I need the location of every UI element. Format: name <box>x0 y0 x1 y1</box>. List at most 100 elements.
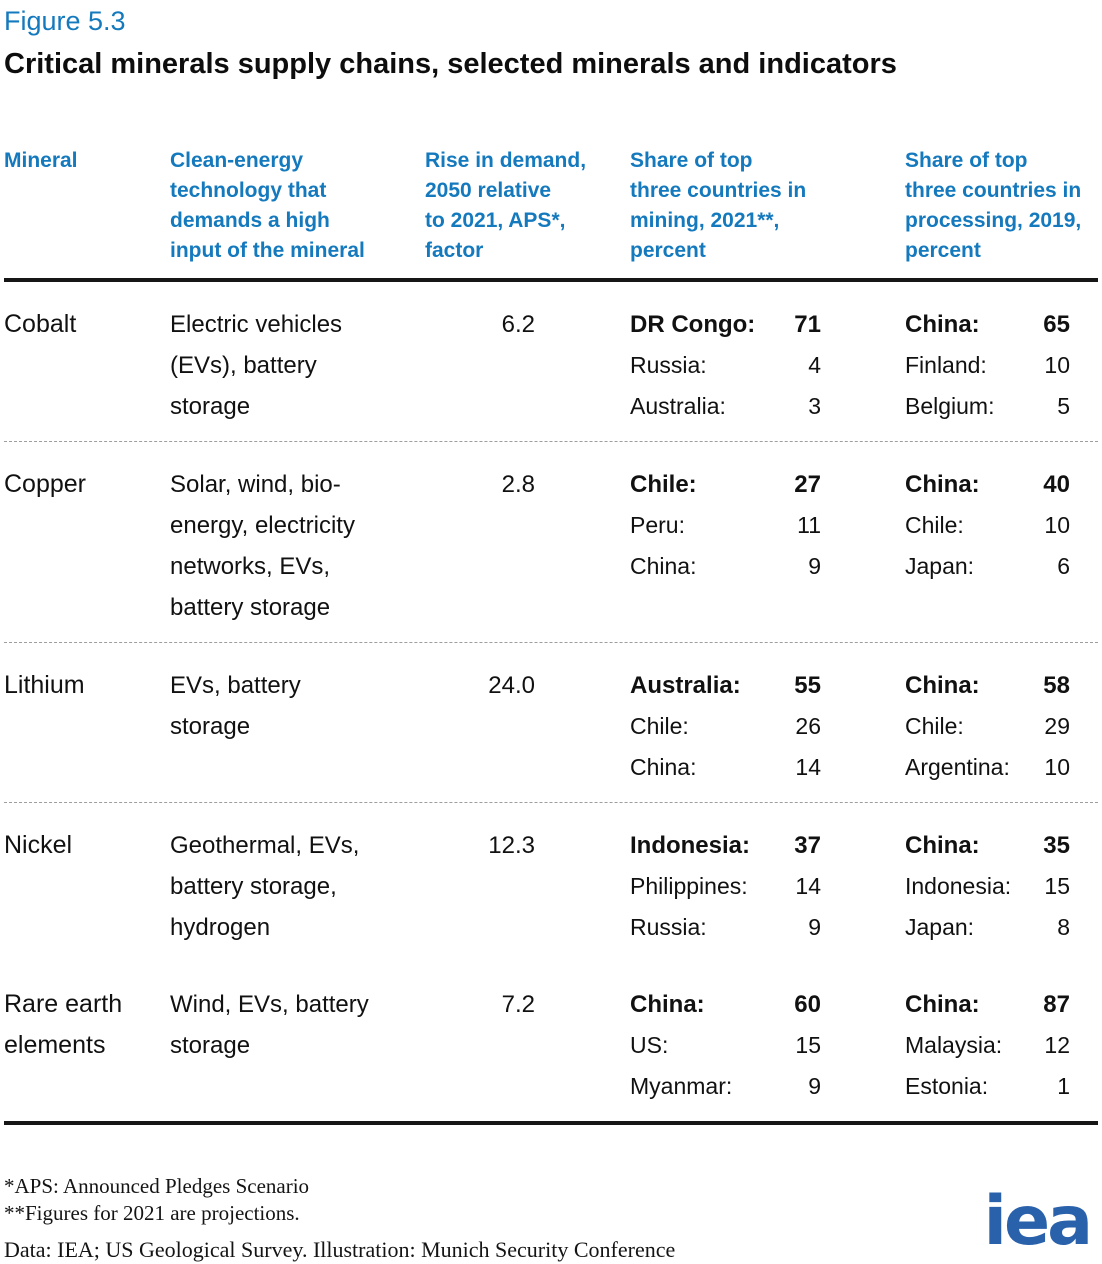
country-share-line: Russia: 4 <box>630 345 821 386</box>
demand-factor-cell: 12.3 <box>488 832 535 859</box>
footnote-aps: *APS: Announced Pledges Scenario <box>4 1174 310 1198</box>
country-share-line: Peru: 11 <box>630 505 821 546</box>
country-label: Russia: <box>630 914 707 940</box>
minerals-table: Cobalt Electric vehicles (EVs), battery … <box>4 278 1098 1125</box>
table-row-cobalt: Cobalt Electric vehicles (EVs), battery … <box>4 282 1098 442</box>
mineral-name: Nickel <box>4 831 73 859</box>
country-label: US: <box>630 1032 669 1058</box>
country-value: 9 <box>808 553 821 579</box>
country-value: 65 <box>1043 311 1070 338</box>
country-label: Myanmar: <box>630 1073 733 1099</box>
country-value: 10 <box>1044 512 1070 538</box>
country-share-line: Belgium: 5 <box>905 386 1070 427</box>
country-share-line: China: 58 <box>905 665 1070 706</box>
country-value: 14 <box>795 873 821 899</box>
mining-share-cell: Chile: 27 Peru: 11 China: 9 <box>597 464 905 587</box>
table-row-lithium: Lithium EVs, battery storage 24.0 Austra… <box>4 643 1098 803</box>
country-value: 26 <box>795 713 821 739</box>
mining-share-cell: Australia: 55 Chile: 26 China: 14 <box>597 665 905 788</box>
country-label: Indonesia: <box>630 832 751 859</box>
technology-cell: Geothermal, EVs, battery storage, hydrog… <box>170 832 360 941</box>
country-share-line: Malaysia: 12 <box>905 1025 1070 1066</box>
figure-title: Critical minerals supply chains, selecte… <box>4 48 897 80</box>
processing-share-cell: China: 35 Indonesia: 15 Japan: 8 <box>905 825 1098 948</box>
country-value: 60 <box>794 991 821 1018</box>
mining-share-cell: China: 60 US: 15 Myanmar: 9 <box>597 984 905 1107</box>
mineral-name: Lithium <box>4 671 85 699</box>
country-label: Russia: <box>630 352 707 378</box>
country-label: China: <box>905 832 980 859</box>
country-label: China: <box>905 311 980 338</box>
country-label: Finland: <box>905 352 987 378</box>
country-share-line: China: 65 <box>905 304 1070 345</box>
figure-footer: *APS: Announced Pledges Scenario **Figur… <box>4 1173 1098 1264</box>
country-share-line: Chile: 29 <box>905 706 1070 747</box>
country-label: Argentina: <box>905 754 1010 780</box>
technology-cell: Wind, EVs, battery storage <box>170 991 369 1059</box>
demand-factor-cell: 24.0 <box>488 672 535 699</box>
mineral-name: Cobalt <box>4 310 77 338</box>
country-value: 11 <box>797 512 821 538</box>
country-value: 37 <box>794 832 821 859</box>
country-label: China: <box>905 672 980 699</box>
country-value: 15 <box>795 1032 821 1058</box>
country-label: Estonia: <box>905 1073 989 1099</box>
footnotes-block: *APS: Announced Pledges Scenario **Figur… <box>4 1173 675 1264</box>
country-share-line: Japan: 8 <box>905 907 1070 948</box>
country-share-line: DR Congo: 71 <box>630 304 821 345</box>
country-share-line: Argentina: 10 <box>905 747 1070 788</box>
country-share-line: Chile: 27 <box>630 464 821 505</box>
source-credit-line: Data: IEA; US Geological Survey. Illustr… <box>4 1237 676 1262</box>
country-share-line: Chile: 26 <box>630 706 821 747</box>
country-share-line: China: 60 <box>630 984 821 1025</box>
country-label: Philippines: <box>630 873 748 899</box>
country-value: 58 <box>1043 672 1070 699</box>
processing-share-cell: China: 65 Finland: 10 Belgium: 5 <box>905 304 1098 427</box>
country-share-line: China: 87 <box>905 984 1070 1025</box>
iea-logo: iea <box>983 1182 1093 1261</box>
column-header-mining: Share of top three countries in mining, … <box>630 149 807 262</box>
country-label: Australia: <box>630 393 726 419</box>
table-row-copper: Copper Solar, wind, bio- energy, electri… <box>4 442 1098 643</box>
country-label: Japan: <box>905 914 975 940</box>
figure-number: Figure 5.3 <box>4 6 126 36</box>
country-value: 4 <box>808 352 821 378</box>
country-share-line: China: 14 <box>630 747 821 788</box>
country-label: China: <box>630 553 697 579</box>
country-value: 40 <box>1043 471 1070 498</box>
processing-share-cell: China: 87 Malaysia: 12 Estonia: 1 <box>905 984 1098 1107</box>
country-value: 14 <box>795 754 821 780</box>
country-label: China: <box>905 991 980 1018</box>
column-header-processing: Share of top three countries in processi… <box>905 149 1082 262</box>
technology-cell: Solar, wind, bio- energy, electricity ne… <box>170 471 355 621</box>
country-share-line: Estonia: 1 <box>905 1066 1070 1107</box>
country-share-line: Philippines: 14 <box>630 866 821 907</box>
country-value: 71 <box>794 311 821 338</box>
country-value: 10 <box>1044 352 1070 378</box>
country-label: China: <box>630 991 705 1018</box>
country-value: 3 <box>808 393 821 419</box>
column-header-mineral: Mineral <box>4 149 78 172</box>
mining-share-cell: Indonesia: 37 Philippines: 14 Russia: 9 <box>597 825 905 948</box>
country-label: Chile: <box>630 713 689 739</box>
table-row-rare-earth: Rare earth elements Wind, EVs, battery s… <box>4 962 1098 1121</box>
country-value: 12 <box>1044 1032 1070 1058</box>
country-share-line: Australia: 3 <box>630 386 821 427</box>
country-label: Japan: <box>905 553 975 579</box>
technology-cell: Electric vehicles (EVs), battery storage <box>170 311 343 420</box>
country-share-line: China: 40 <box>905 464 1070 505</box>
country-label: Indonesia: <box>905 873 1012 899</box>
country-share-line: China: 9 <box>630 546 821 587</box>
footnote-projections: **Figures for 2021 are projections. <box>4 1201 300 1225</box>
country-value: 1 <box>1057 1073 1070 1099</box>
country-value: 9 <box>808 914 821 940</box>
country-label: Peru: <box>630 512 685 538</box>
country-label: Malaysia: <box>905 1032 1003 1058</box>
country-label: Australia: <box>630 672 741 699</box>
country-share-line: Russia: 9 <box>630 907 821 948</box>
country-value: 8 <box>1057 914 1070 940</box>
mineral-name: Rare earth elements <box>4 990 123 1059</box>
table-row-nickel: Nickel Geothermal, EVs, battery storage,… <box>4 803 1098 962</box>
mining-share-cell: DR Congo: 71 Russia: 4 Australia: 3 <box>597 304 905 427</box>
